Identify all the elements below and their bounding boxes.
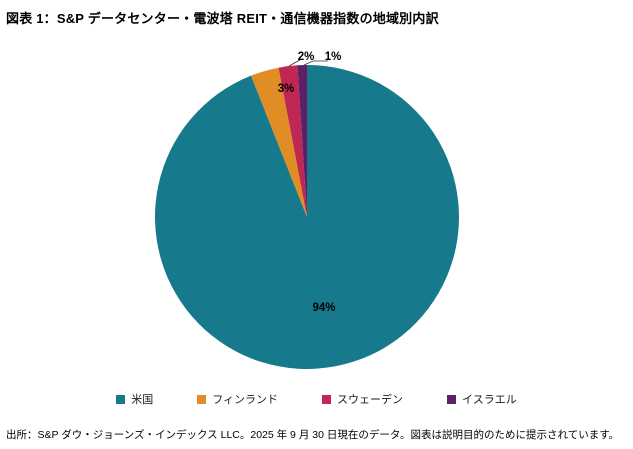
legend-label-sweden: スウェーデン	[337, 394, 404, 406]
pie-slice-3	[297, 65, 307, 217]
pie-slice-2	[278, 65, 307, 217]
chart-title: 図表 1：S&P データセンター・電波塔 REIT・通信機器指数の地域別内訳	[6, 11, 439, 26]
legend-swatch-finland	[197, 394, 207, 404]
legend-label-finland: フィンランド	[212, 394, 279, 406]
data-label-israel: 1%	[324, 51, 342, 63]
legend: 米国 フィンランド スウェーデン イスラエル	[0, 391, 633, 407]
pie-slice-0	[154, 65, 459, 370]
data-label-finland: 3%	[277, 83, 295, 95]
legend-item-sweden: スウェーデン	[322, 391, 403, 407]
legend-swatch-israel	[447, 394, 457, 404]
legend-item-us: 米国	[116, 391, 153, 407]
leader-line-0	[288, 59, 301, 67]
legend-item-israel: イスラエル	[447, 391, 517, 407]
legend-swatch-sweden	[322, 394, 332, 404]
legend-label-israel: イスラエル	[462, 394, 517, 406]
leader-line-1	[303, 60, 328, 66]
source-note: 出所：S&P ダウ・ジョーンズ・インデックス LLC。2025 年 9 月 30…	[6, 429, 620, 441]
legend-label-us: 米国	[131, 394, 154, 406]
data-label-us: 94%	[312, 302, 336, 314]
data-label-sweden: 2%	[297, 51, 315, 63]
pie-svg	[154, 59, 459, 370]
legend-item-finland: フィンランド	[197, 391, 278, 407]
legend-swatch-us	[116, 394, 126, 404]
pie-slice-1	[251, 67, 307, 217]
